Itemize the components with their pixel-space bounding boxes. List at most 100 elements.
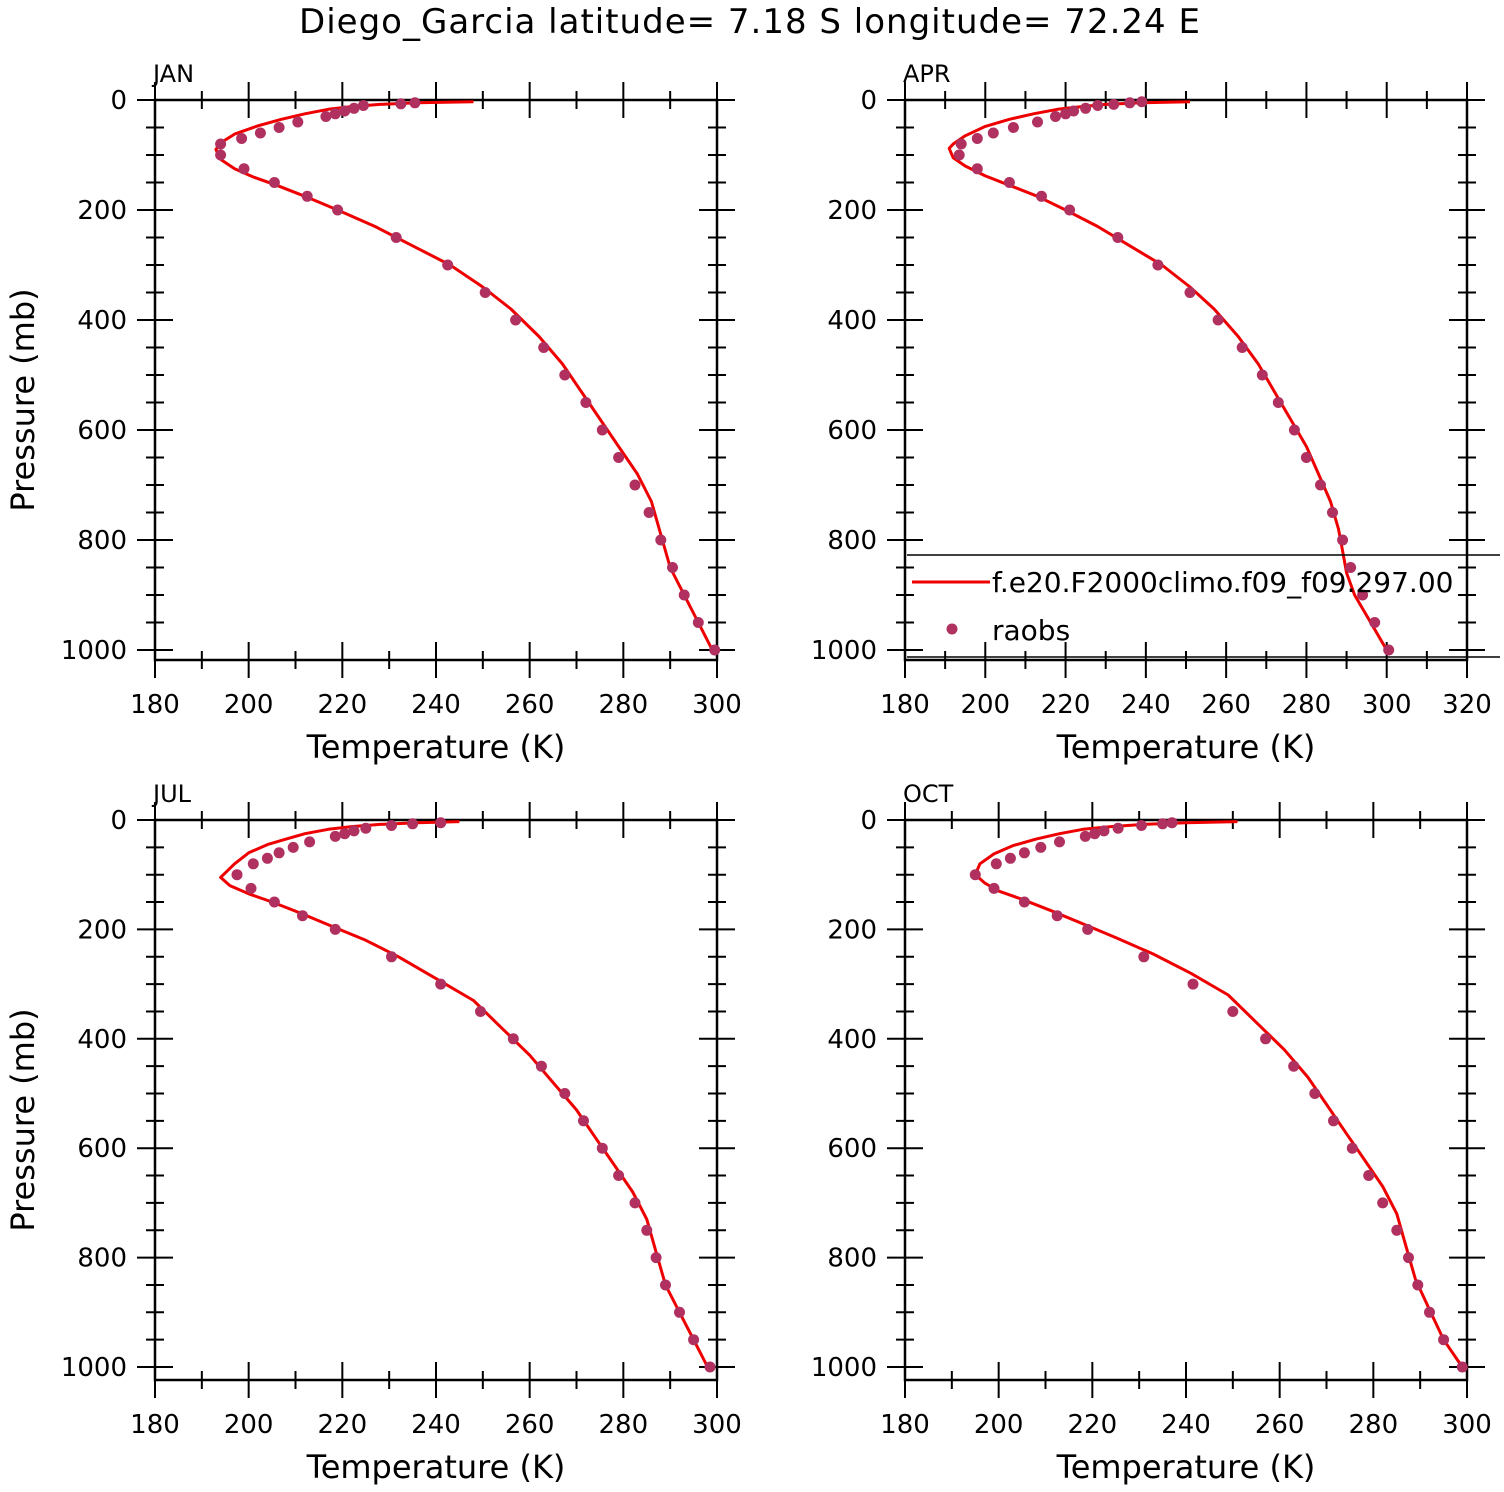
y-tick-label: 1000 bbox=[61, 1353, 127, 1383]
raobs-point bbox=[1309, 1088, 1321, 1099]
raobs-point bbox=[1051, 910, 1063, 922]
raobs-point bbox=[297, 910, 308, 922]
raobs-point bbox=[1412, 1279, 1424, 1291]
raobs-point bbox=[386, 820, 397, 831]
raobs-point bbox=[1456, 1361, 1468, 1373]
raobs-point bbox=[1136, 96, 1148, 108]
model-series-line bbox=[214, 100, 714, 651]
raobs-point bbox=[971, 133, 983, 144]
raobs-point bbox=[613, 452, 625, 463]
raobs-point bbox=[1184, 287, 1196, 298]
panel-label: JAN bbox=[151, 60, 194, 88]
x-tick-label: 240 bbox=[1121, 690, 1171, 720]
raobs-point bbox=[535, 1060, 547, 1072]
y-tick-label: 400 bbox=[77, 1025, 127, 1055]
model-series-line bbox=[973, 820, 1464, 1368]
raobs-point bbox=[1079, 830, 1091, 842]
panel-label: OCT bbox=[903, 780, 954, 808]
raobs-point bbox=[268, 177, 280, 188]
raobs-point bbox=[357, 100, 369, 111]
x-tick-label: 200 bbox=[960, 690, 1010, 720]
raobs-point bbox=[596, 424, 608, 436]
y-tick-label: 400 bbox=[827, 1025, 877, 1055]
raobs-point bbox=[292, 116, 304, 128]
raobs-point bbox=[650, 1252, 662, 1264]
raobs-point bbox=[1036, 190, 1047, 202]
x-axis-label: Temperature (K) bbox=[306, 1448, 566, 1486]
raobs-point bbox=[1377, 1197, 1389, 1209]
y-tick-label: 1000 bbox=[811, 1353, 877, 1383]
raobs-point bbox=[1383, 644, 1395, 656]
x-axis-label: Temperature (K) bbox=[306, 728, 566, 766]
raobs-point bbox=[1346, 1142, 1358, 1154]
x-tick-label: 180 bbox=[130, 1410, 180, 1440]
raobs-point bbox=[1082, 923, 1094, 935]
raobs-point bbox=[435, 817, 447, 829]
raobs-point bbox=[1327, 507, 1338, 518]
raobs-point bbox=[1124, 97, 1136, 109]
raobs-point bbox=[332, 204, 344, 216]
raobs-point bbox=[1089, 828, 1101, 840]
x-tick-label: 280 bbox=[1349, 1410, 1399, 1440]
raobs-point bbox=[1288, 1060, 1300, 1072]
raobs-point bbox=[596, 1142, 608, 1154]
raobs-point bbox=[1080, 102, 1092, 114]
y-tick-label: 400 bbox=[827, 306, 877, 336]
legend: f.e20.F2000climo.f09_f09.297.00 raobs bbox=[907, 554, 1500, 658]
raobs-point bbox=[273, 122, 285, 133]
raobs-point bbox=[1403, 1252, 1414, 1264]
y-tick-label: 200 bbox=[77, 915, 127, 945]
raobs-point bbox=[629, 1197, 641, 1209]
raobs-point bbox=[1357, 589, 1369, 601]
raobs-point bbox=[1272, 397, 1284, 408]
raobs-point bbox=[1138, 951, 1150, 963]
raobs-point bbox=[990, 858, 1002, 870]
y-tick-label: 800 bbox=[77, 526, 127, 556]
raobs-point bbox=[304, 836, 316, 848]
raobs-point bbox=[475, 1006, 486, 1017]
raobs-point bbox=[507, 1033, 519, 1045]
panel-label: APR bbox=[903, 60, 951, 88]
x-tick-label: 280 bbox=[599, 690, 649, 720]
raobs-point bbox=[1035, 841, 1047, 853]
raobs-point bbox=[1032, 116, 1043, 128]
raobs-point bbox=[261, 852, 273, 864]
raobs-point bbox=[1136, 820, 1147, 831]
x-tick-label: 260 bbox=[1201, 690, 1251, 720]
raobs-point bbox=[578, 1115, 589, 1127]
raobs-point bbox=[688, 1334, 700, 1346]
raobs-point bbox=[559, 369, 571, 381]
y-tick-label: 1000 bbox=[61, 636, 127, 666]
panel-label: JUL bbox=[151, 780, 192, 808]
y-tick-label: 800 bbox=[77, 1244, 127, 1274]
y-tick-label: 600 bbox=[77, 1134, 127, 1164]
raobs-point bbox=[1054, 836, 1065, 848]
raobs-point bbox=[1300, 452, 1312, 463]
raobs-point bbox=[1260, 1033, 1272, 1045]
x-tick-label: 240 bbox=[411, 690, 461, 720]
raobs-point bbox=[1424, 1306, 1435, 1318]
raobs-point bbox=[348, 102, 360, 114]
raobs-point bbox=[1328, 1115, 1339, 1127]
raobs-point bbox=[273, 847, 285, 859]
raobs-point bbox=[1098, 825, 1110, 837]
raobs-point bbox=[442, 259, 454, 271]
raobs-point bbox=[329, 830, 341, 842]
y-tick-label: 200 bbox=[827, 196, 877, 226]
raobs-point bbox=[395, 98, 407, 110]
raobs-point bbox=[538, 342, 550, 353]
legend-label-raobs: raobs bbox=[992, 614, 1070, 647]
raobs-point bbox=[435, 978, 447, 990]
x-tick-label: 180 bbox=[880, 690, 930, 720]
raobs-point bbox=[1288, 424, 1300, 436]
x-tick-label: 300 bbox=[692, 1410, 742, 1440]
y-tick-label: 0 bbox=[860, 806, 877, 836]
raobs-point bbox=[247, 858, 259, 870]
raobs-point bbox=[329, 923, 341, 935]
legend-label-model: f.e20.F2000climo.f09_f09.297.00 bbox=[992, 566, 1453, 599]
raobs-point bbox=[660, 1279, 671, 1291]
raobs-point bbox=[510, 314, 522, 326]
raobs-point bbox=[1187, 978, 1199, 990]
